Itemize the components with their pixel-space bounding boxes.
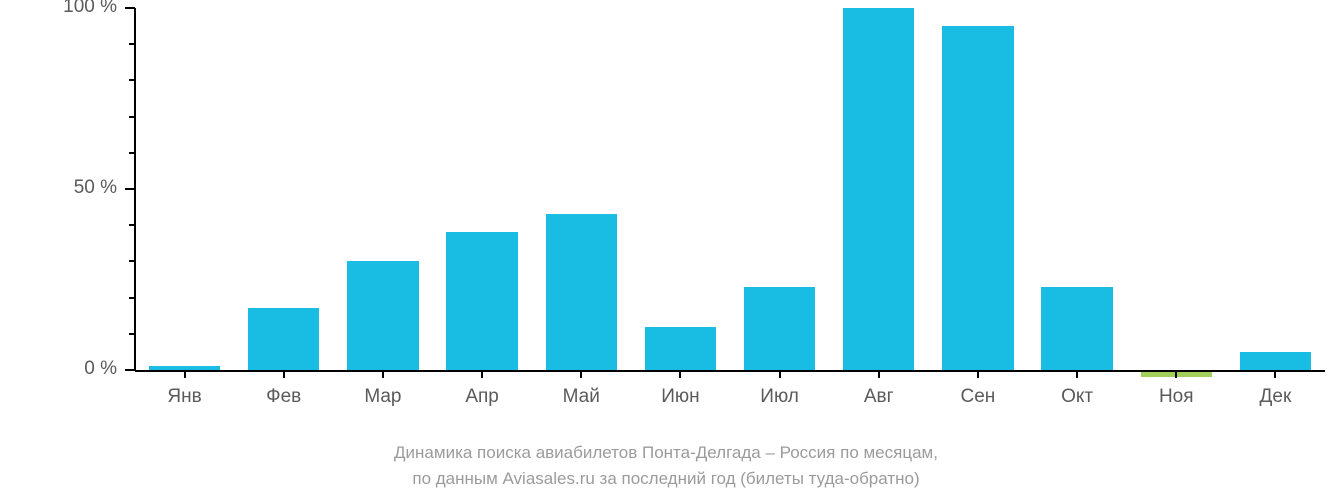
- caption-line: по данным Aviasales.ru за последний год …: [0, 466, 1332, 492]
- x-tick: [580, 372, 582, 378]
- y-major-tick: [125, 188, 135, 190]
- bar: [1041, 287, 1112, 370]
- x-tick: [283, 372, 285, 378]
- x-tick-label: Янв: [135, 386, 234, 408]
- x-tick-label: Фев: [234, 386, 333, 408]
- bar: [149, 366, 220, 370]
- y-minor-tick: [129, 297, 135, 299]
- x-tick: [878, 372, 880, 378]
- y-minor-tick: [129, 224, 135, 226]
- y-tick-label: 50 %: [74, 177, 117, 199]
- y-minor-tick: [129, 43, 135, 45]
- y-minor-tick: [129, 79, 135, 81]
- chart-caption: Динамика поиска авиабилетов Понта-Делгад…: [0, 440, 1332, 492]
- bar: [446, 232, 517, 370]
- x-tick-label: Дек: [1226, 386, 1325, 408]
- x-tick-label: Мар: [333, 386, 432, 408]
- x-tick-label: Апр: [433, 386, 532, 408]
- bar: [546, 214, 617, 370]
- x-tick: [779, 372, 781, 378]
- bar: [1240, 352, 1311, 370]
- y-minor-tick: [129, 116, 135, 118]
- x-tick: [679, 372, 681, 378]
- bar: [744, 287, 815, 370]
- bar: [347, 261, 418, 370]
- x-tick: [1076, 372, 1078, 378]
- x-tick: [481, 372, 483, 378]
- x-tick-label: Ноя: [1127, 386, 1226, 408]
- chart-container: Динамика поиска авиабилетов Понта-Делгад…: [0, 0, 1332, 502]
- x-tick: [184, 372, 186, 378]
- y-tick-label: 0 %: [84, 358, 117, 380]
- x-tick-label: Июл: [730, 386, 829, 408]
- x-tick: [1274, 372, 1276, 378]
- x-tick-label: Июн: [631, 386, 730, 408]
- bar: [843, 8, 914, 370]
- x-tick-label: Окт: [1028, 386, 1127, 408]
- caption-line: Динамика поиска авиабилетов Понта-Делгад…: [0, 440, 1332, 466]
- bar: [942, 26, 1013, 370]
- x-tick-label: Сен: [928, 386, 1027, 408]
- x-tick-label: Авг: [829, 386, 928, 408]
- x-tick: [977, 372, 979, 378]
- x-tick-label: Май: [532, 386, 631, 408]
- y-tick-label: 100 %: [63, 0, 117, 18]
- x-tick: [1175, 372, 1177, 378]
- y-major-tick: [125, 369, 135, 371]
- y-minor-tick: [129, 152, 135, 154]
- x-tick: [382, 372, 384, 378]
- bar: [248, 308, 319, 370]
- y-minor-tick: [129, 333, 135, 335]
- y-minor-tick: [129, 260, 135, 262]
- bar: [645, 327, 716, 370]
- y-major-tick: [125, 7, 135, 9]
